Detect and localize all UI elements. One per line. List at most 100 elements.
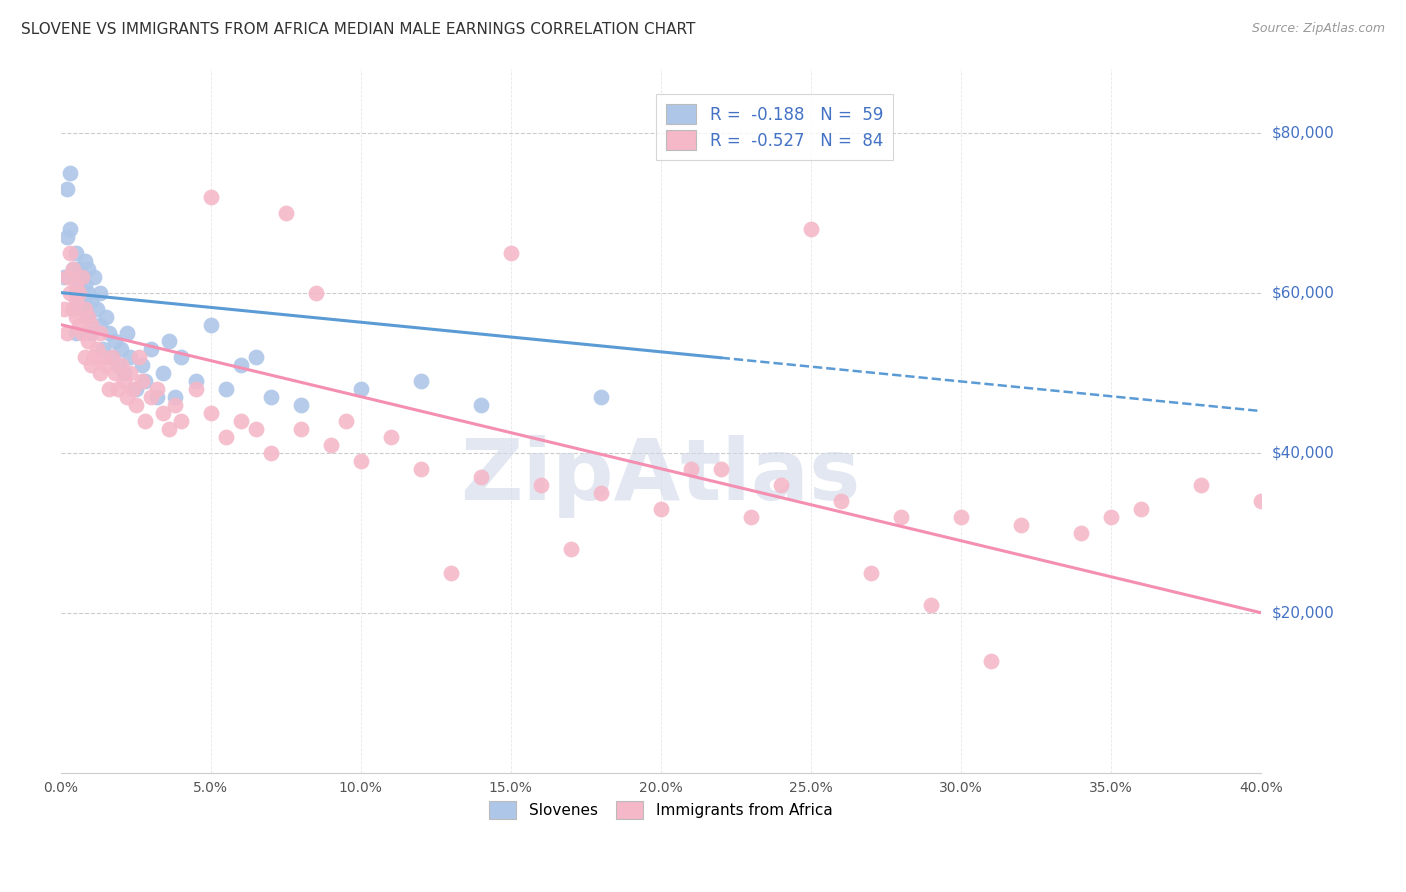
Point (52, 269, 75, 284)
Text: $20,000: $20,000 (1272, 605, 1334, 620)
Point (121, 382, 143, 396)
Point (200, 318, 222, 332)
Point (73, 350, 96, 364)
Point (650, 501, 672, 516)
Point (499, 245, 522, 260)
Point (470, 469, 492, 483)
Point (67, 261, 90, 276)
Point (1070, 525, 1092, 540)
Point (139, 342, 162, 356)
Point (152, 366, 174, 380)
Point (107, 382, 129, 396)
Point (97, 382, 120, 396)
Point (305, 285, 328, 300)
Point (259, 390, 281, 404)
Point (67, 277, 90, 292)
Point (110, 342, 132, 356)
Point (152, 406, 174, 420)
Point (65, 269, 87, 284)
Point (104, 334, 127, 348)
Point (214, 429, 236, 443)
Point (76, 310, 98, 324)
Point (131, 374, 153, 388)
Point (52, 301, 75, 316)
Point (169, 414, 191, 428)
Point (319, 437, 342, 451)
Point (73, 301, 96, 316)
Point (89, 366, 111, 380)
Point (55, 269, 77, 284)
Point (59, 285, 82, 300)
Text: $60,000: $60,000 (1272, 285, 1334, 300)
Point (350, 453, 373, 467)
Point (830, 493, 852, 508)
Point (65, 277, 87, 292)
Point (86, 301, 108, 316)
Point (110, 358, 132, 372)
Point (91, 350, 114, 364)
Point (59, 221, 82, 235)
Point (73, 293, 96, 308)
Point (200, 406, 222, 420)
Point (55, 326, 77, 340)
Point (65, 285, 87, 300)
Point (79, 358, 101, 372)
Point (112, 366, 135, 380)
Point (157, 422, 180, 436)
Text: $40,000: $40,000 (1272, 445, 1334, 460)
Point (62, 301, 84, 316)
Text: SLOVENE VS IMMIGRANTS FROM AFRICA MEDIAN MALE EARNINGS CORRELATION CHART: SLOVENE VS IMMIGRANTS FROM AFRICA MEDIAN… (21, 22, 696, 37)
Point (83, 269, 105, 284)
Point (145, 390, 167, 404)
Point (89, 318, 111, 332)
Point (589, 390, 612, 404)
Point (245, 422, 267, 436)
Point (1129, 501, 1152, 516)
Point (131, 358, 153, 372)
Point (335, 414, 357, 428)
Point (115, 390, 138, 404)
Point (409, 374, 432, 388)
Point (184, 382, 207, 396)
Point (107, 358, 129, 372)
Point (949, 509, 972, 524)
Point (100, 350, 122, 364)
Text: ZipAtlas: ZipAtlas (461, 435, 860, 518)
Point (104, 366, 127, 380)
Point (59, 245, 82, 260)
Point (118, 366, 141, 380)
Legend: Slovenes, Immigrants from Africa: Slovenes, Immigrants from Africa (482, 795, 838, 825)
Point (409, 461, 432, 475)
Point (1099, 509, 1122, 524)
Point (73, 253, 96, 268)
Point (97, 326, 120, 340)
Point (70, 269, 93, 284)
Point (65, 245, 87, 260)
Point (55, 181, 77, 195)
Point (79, 293, 101, 308)
Point (76, 310, 98, 324)
Point (710, 461, 733, 475)
Point (380, 429, 402, 443)
Point (94, 358, 117, 372)
Point (163, 390, 186, 404)
Point (118, 350, 141, 364)
Text: $80,000: $80,000 (1272, 125, 1334, 140)
Point (800, 221, 823, 235)
Point (769, 477, 792, 491)
Point (740, 509, 762, 524)
Point (1189, 477, 1212, 491)
Point (115, 326, 138, 340)
Point (59, 165, 82, 179)
Point (890, 509, 912, 524)
Point (124, 398, 146, 412)
Point (259, 445, 281, 459)
Point (145, 382, 167, 396)
Point (200, 189, 222, 203)
Point (62, 261, 84, 276)
Point (134, 414, 156, 428)
Point (79, 326, 101, 340)
Point (589, 485, 612, 500)
Point (89, 285, 111, 300)
Point (169, 350, 191, 364)
